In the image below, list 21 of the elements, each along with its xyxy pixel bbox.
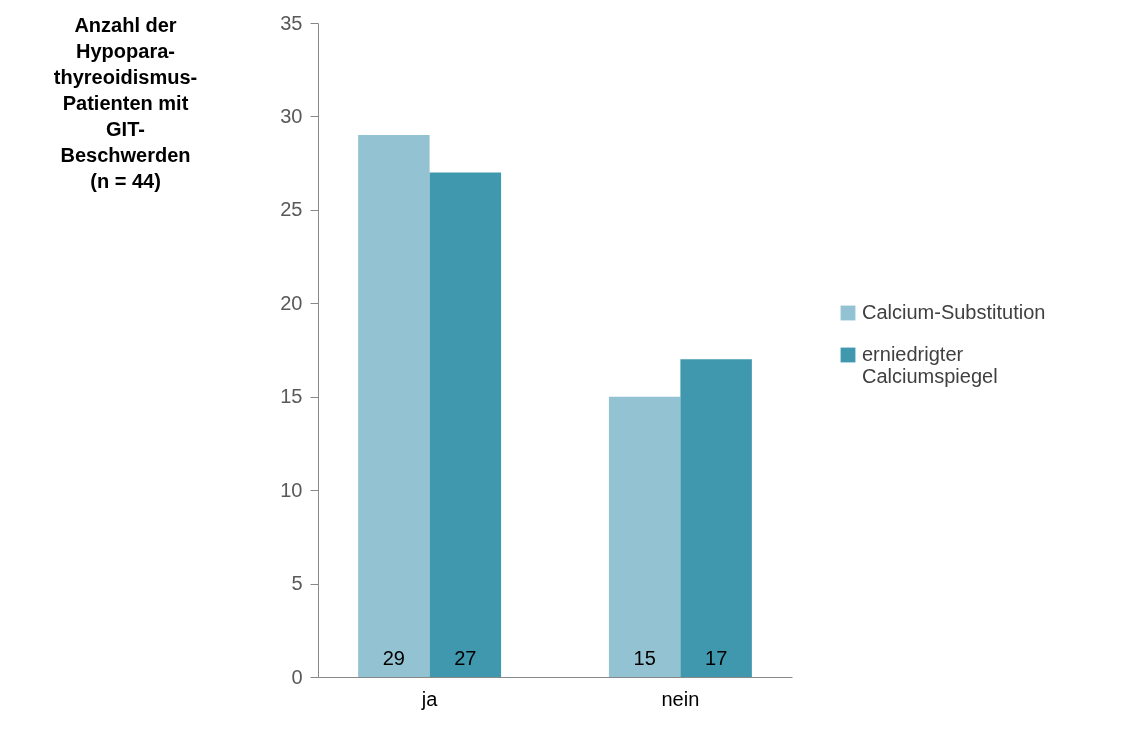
data-label: 29 xyxy=(382,647,405,669)
data-label: 17 xyxy=(705,647,728,669)
y-tick-label: 0 xyxy=(291,665,303,688)
y-tick-label: 5 xyxy=(291,572,303,595)
bar xyxy=(680,359,752,677)
y-tick-label: 35 xyxy=(280,11,303,34)
x-tick-label: ja xyxy=(420,687,439,710)
legend-label: Calcium-Substitution xyxy=(862,301,1046,323)
bar xyxy=(429,172,502,677)
data-label: 27 xyxy=(454,647,477,669)
y-axis-title: Anzahl der Hypopara- thyreoidismus- Patienten mit GIT- Beschwerden (n = 44) xyxy=(53,13,198,192)
y-tick-label: 15 xyxy=(280,385,303,408)
y-tick-label: 10 xyxy=(280,478,303,501)
y-tick-label: 20 xyxy=(280,291,303,314)
legend-label: erniedrigter Calciumspiegel xyxy=(862,343,998,387)
x-tick-label: nein xyxy=(661,687,700,710)
y-tick-label: 30 xyxy=(280,104,303,127)
bar xyxy=(608,396,681,677)
y-tick-label: 25 xyxy=(280,198,303,221)
bar xyxy=(358,135,430,677)
data-label: 15 xyxy=(633,647,656,669)
